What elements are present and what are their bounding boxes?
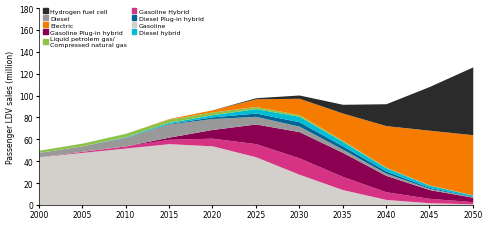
Y-axis label: Passenger LDV sales (million): Passenger LDV sales (million) — [5, 51, 15, 163]
Legend: Hydrogen fuel cell, Diesel, Electric, Gasoline Plug-in hybrid, Liquid petrolem g: Hydrogen fuel cell, Diesel, Electric, Ga… — [42, 8, 205, 49]
